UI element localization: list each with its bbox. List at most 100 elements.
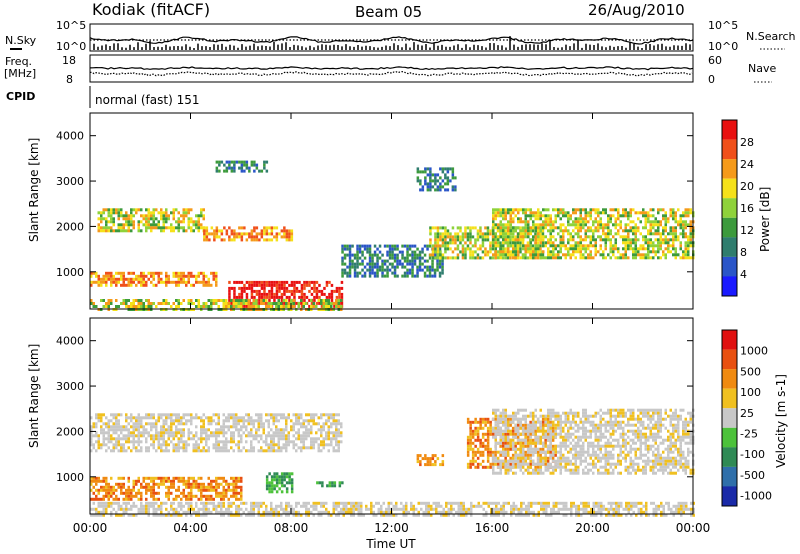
data-cell [497, 423, 500, 427]
data-cell [92, 443, 95, 447]
data-cell [197, 280, 200, 284]
data-cell [192, 302, 195, 305]
data-cell [682, 211, 685, 215]
data-cell [421, 256, 424, 260]
data-cell [642, 214, 645, 218]
data-cell [243, 163, 246, 167]
data-cell [418, 268, 422, 272]
data-cell [431, 226, 435, 230]
data-cell [337, 305, 340, 308]
data-cell [639, 211, 642, 215]
data-cell [160, 437, 163, 441]
data-cell [240, 437, 243, 441]
data-cell [549, 423, 552, 427]
data-cell [627, 256, 630, 260]
data-cell [537, 441, 540, 445]
data-cell [574, 462, 577, 466]
data-cell [509, 456, 512, 460]
data-cell [240, 476, 243, 480]
data-cell [509, 220, 512, 224]
data-cell [594, 429, 597, 433]
data-cell [682, 253, 685, 257]
data-cell [479, 438, 482, 442]
data-cell [537, 238, 540, 242]
data-cell [587, 235, 590, 239]
data-cell [132, 226, 135, 230]
data-cell [185, 440, 188, 444]
data-cell [167, 277, 170, 281]
data-cell [544, 223, 547, 227]
data-cell [322, 440, 325, 444]
data-cell [152, 220, 155, 224]
data-cell [514, 253, 517, 257]
data-cell [582, 223, 585, 227]
data-cell [238, 160, 241, 164]
data-cell [90, 443, 93, 447]
data-cell [376, 271, 379, 275]
data-cell [519, 232, 522, 236]
data-cell [207, 488, 210, 492]
data-cell [609, 229, 612, 233]
data-cell [292, 302, 295, 305]
data-cell [202, 428, 205, 432]
data-cell [679, 223, 682, 227]
data-cell [582, 208, 585, 212]
data-cell [147, 488, 150, 492]
data-cell [408, 268, 412, 272]
data-cell [160, 431, 163, 435]
data-cell [494, 444, 497, 448]
data-cell [434, 238, 437, 242]
data-cell [504, 426, 507, 430]
data-cell [569, 447, 572, 451]
data-cell [489, 250, 492, 254]
data-cell [170, 431, 173, 435]
data-cell [534, 468, 537, 472]
data-cell [441, 265, 444, 269]
data-cell [200, 419, 203, 423]
data-cell [115, 488, 118, 492]
data-cell [240, 479, 243, 483]
data-cell [569, 235, 572, 239]
data-cell [514, 244, 517, 248]
data-cell [122, 214, 125, 218]
data-cell [227, 497, 230, 501]
data-cell [551, 444, 555, 448]
data-cell [597, 223, 600, 227]
data-cell [275, 449, 278, 453]
data-cell [190, 491, 193, 495]
data-cell [313, 289, 316, 293]
data-cell [270, 440, 273, 444]
data-cell [307, 446, 310, 450]
data-cell [584, 432, 587, 436]
data-cell [514, 208, 517, 212]
data-cell [300, 292, 304, 296]
data-cell [436, 253, 440, 257]
data-cell [97, 226, 100, 230]
data-cell [471, 441, 475, 445]
data-cell [589, 435, 592, 439]
data-cell [544, 456, 547, 460]
data-cell [282, 434, 285, 438]
data-cell [597, 220, 600, 224]
data-cell [539, 435, 542, 439]
data-cell [652, 241, 655, 245]
data-cell [449, 167, 452, 171]
data-cell [200, 223, 203, 227]
data-cell [512, 247, 515, 251]
data-cell [288, 289, 291, 293]
data-cell [522, 459, 525, 463]
freq-panel: Freq. [MHz] 18 8 60 0 Nave [4, 54, 776, 86]
power-data-cells [90, 160, 695, 311]
data-cell [479, 453, 482, 457]
data-cell [270, 434, 273, 438]
data-cell [424, 454, 427, 458]
data-cell [587, 462, 590, 466]
data-cell [185, 479, 188, 483]
data-cell [524, 235, 527, 239]
data-cell [130, 419, 133, 423]
data-cell [182, 280, 185, 284]
data-cell [479, 247, 482, 251]
data-cell [155, 208, 158, 212]
data-cell [185, 208, 188, 212]
data-cell [240, 449, 243, 453]
